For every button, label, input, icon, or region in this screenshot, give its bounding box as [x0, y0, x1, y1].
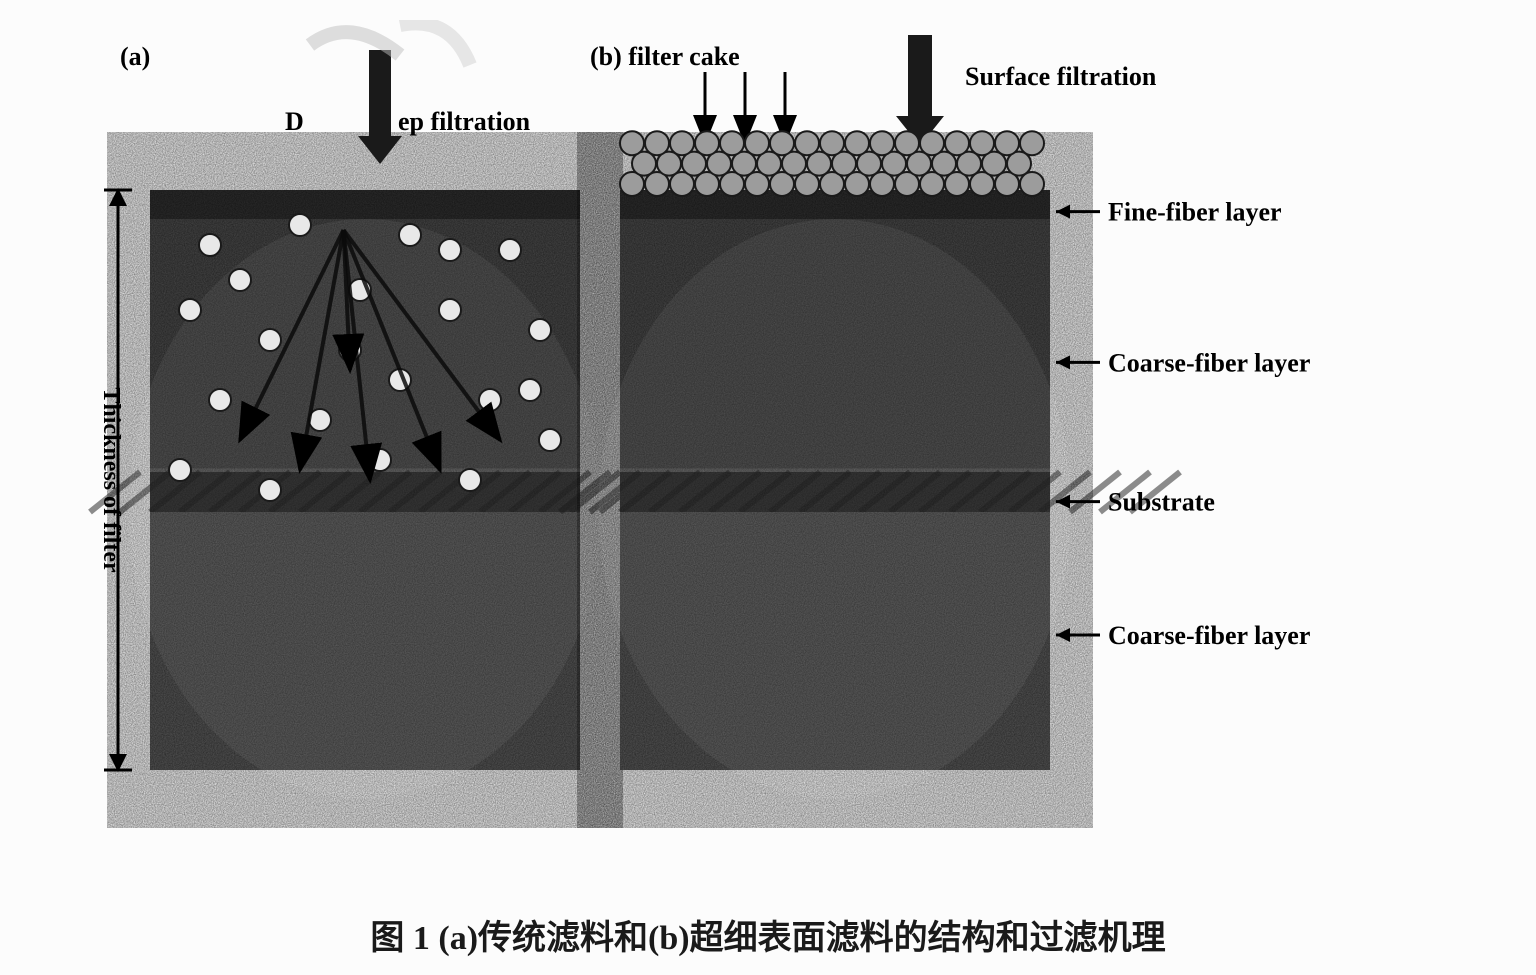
thickness-label: Thickness of filter — [98, 387, 124, 573]
figure-caption: 图 1 (a)传统滤料和(b)超细表面滤料的结构和过滤机理 — [0, 910, 1536, 959]
figure-area: (a) Dep filtration (b) filter cake Surface … — [80, 20, 1460, 900]
panel-b-tag: (b) filter cake — [590, 42, 740, 71]
svg-text:Coarse-fiber layer: Coarse-fiber layer — [1108, 348, 1310, 377]
panel-a-tag: (a) — [120, 42, 150, 71]
figure-svg: (a) Dep filtration (b) filter cake Surface … — [80, 20, 1460, 880]
filter-block — [560, 190, 1180, 799]
layer-labels: Fine-fiber layer Coarse-fiber layer Substr… — [1056, 198, 1310, 650]
filter-cake — [620, 131, 1044, 196]
svg-text:ep filtration: ep filtration — [398, 107, 531, 136]
svg-text:Substrate: Substrate — [1108, 488, 1215, 517]
svg-text:Coarse-fiber layer: Coarse-fiber layer — [1108, 621, 1310, 650]
svg-text:D: D — [285, 107, 304, 136]
surface-filtration-label: Surface filtration — [965, 62, 1157, 91]
deep-filtration-arrow — [358, 50, 402, 164]
svg-text:Fine-fiber layer: Fine-fiber layer — [1108, 198, 1282, 227]
cake-arrows — [705, 72, 785, 142]
surface-filtration-arrow — [896, 35, 944, 146]
